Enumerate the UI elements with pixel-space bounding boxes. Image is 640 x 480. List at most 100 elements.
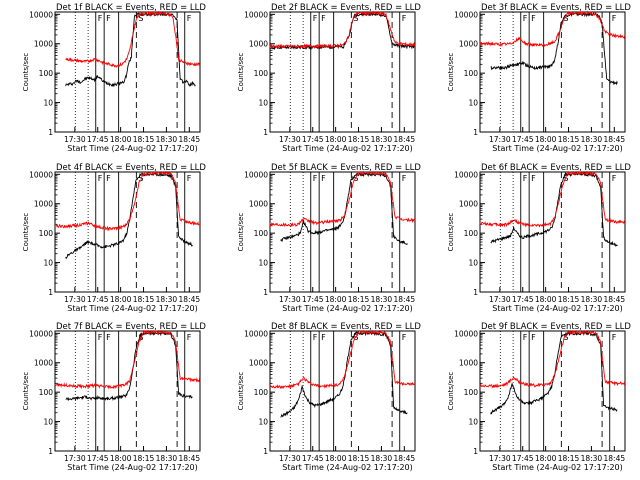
events-series-line [490, 330, 618, 415]
y-tick-label: 10000 [244, 170, 268, 179]
detector-panel: Det 3f BLACK = Events, RED = LLD 1 10 100 10… [447, 3, 631, 153]
events-series-line [65, 172, 193, 260]
marker-letter: F [612, 174, 617, 183]
x-tick-label: 17:45 [512, 295, 534, 304]
y-tick-label: 10 [468, 259, 478, 268]
x-tick-label: 17:30 [489, 454, 511, 463]
x-tick-label: 18:45 [394, 295, 416, 304]
marker-letter: F [313, 14, 318, 23]
marker-letter: F [313, 174, 318, 183]
x-tick-label: 18:30 [371, 454, 393, 463]
x-tick-label: 18:30 [581, 454, 603, 463]
y-tick-label: 10000 [454, 170, 478, 179]
x-tick-label: 17:45 [512, 454, 534, 463]
y-tick-label: 10 [468, 99, 478, 108]
marker-letter: F [313, 333, 318, 342]
marker-letter: F [98, 14, 103, 23]
marker-letter: F [402, 174, 407, 183]
y-tick-label: 1 [263, 447, 268, 456]
y-tick-label: 1000 [34, 359, 53, 368]
y-tick-label: 10000 [29, 329, 53, 338]
events-series-line [280, 171, 408, 246]
y-tick-label: 100 [39, 388, 54, 397]
detector-panel: Det 4f BLACK = Events, RED = LLD 1 10 100 10… [22, 163, 206, 313]
lld-series-line [479, 170, 626, 228]
x-tick-label: 18:15 [558, 295, 580, 304]
y-tick-label: 10000 [244, 10, 268, 19]
x-axis-label: Start Time (24-Aug-02 17:17:20) [282, 304, 413, 313]
x-tick-label: 18:45 [394, 135, 416, 144]
lld-series-line [479, 10, 626, 48]
y-tick-label: 1000 [459, 200, 478, 209]
y-tick-label: 10 [258, 418, 268, 427]
plot-frame [54, 330, 201, 452]
events-series-line [65, 11, 196, 88]
events-series-line [280, 330, 408, 418]
lld-series-line [269, 170, 416, 228]
marker-letter: F [106, 333, 111, 342]
y-tick-label: 100 [464, 69, 479, 78]
x-tick-label: 18:15 [133, 295, 155, 304]
x-tick-label: 18:30 [156, 135, 178, 144]
plot-frame [269, 171, 416, 293]
y-tick-label: 1 [263, 288, 268, 297]
marker-letter: F [402, 14, 407, 23]
marker-letter: F [106, 14, 111, 23]
lld-series-line [65, 10, 201, 69]
marker-letter: F [98, 333, 103, 342]
x-tick-label: 18:45 [604, 454, 626, 463]
y-axis-label: Counts/sec [237, 53, 245, 92]
panel-title: Det 1f BLACK = Events, RED = LLD [56, 3, 206, 13]
marker-letter: F [187, 14, 192, 23]
marker-letter: F [98, 174, 103, 183]
detector-panel: Det 6f BLACK = Events, RED = LLD 1 10 100 10… [447, 163, 631, 313]
x-tick-label: 17:45 [302, 295, 324, 304]
y-tick-label: 10000 [244, 329, 268, 338]
marker-letter: S [138, 333, 143, 342]
x-tick-label: 17:30 [279, 135, 301, 144]
y-tick-label: 1 [48, 447, 53, 456]
x-tick-label: 18:00 [535, 135, 557, 144]
detector-panel: Det 5f BLACK = Events, RED = LLD 1 10 100 10… [237, 163, 421, 313]
y-axis-label: Counts/sec [447, 213, 455, 252]
y-tick-label: 1 [473, 128, 478, 137]
y-tick-label: 10 [468, 418, 478, 427]
x-axis-label: Start Time (24-Aug-02 17:17:20) [67, 144, 198, 153]
x-tick-label: 18:15 [558, 135, 580, 144]
y-tick-label: 100 [254, 388, 269, 397]
marker-letter: F [187, 174, 192, 183]
x-tick-label: 18:00 [325, 135, 347, 144]
x-tick-label: 18:30 [581, 135, 603, 144]
marker-letter: F [402, 333, 407, 342]
y-tick-label: 100 [464, 229, 479, 238]
plot-frame [54, 171, 201, 293]
lld-series-line [55, 171, 201, 232]
plot-frame [269, 330, 416, 452]
marker-letter: F [321, 174, 326, 183]
plot-frame [54, 11, 201, 133]
y-tick-label: 1 [48, 128, 53, 137]
y-tick-label: 1000 [459, 359, 478, 368]
y-tick-label: 10 [43, 259, 53, 268]
x-tick-label: 18:00 [110, 135, 132, 144]
y-axis-label: Counts/sec [22, 213, 30, 252]
x-axis-label: Start Time (24-Aug-02 17:17:20) [492, 304, 623, 313]
panel-title: Det 7f BLACK = Events, RED = LLD [56, 322, 206, 332]
x-tick-label: 18:00 [110, 295, 132, 304]
x-axis-label: Start Time (24-Aug-02 17:17:20) [282, 144, 413, 153]
marker-letter: S [138, 14, 143, 23]
y-tick-label: 100 [39, 229, 54, 238]
marker-letter: S [563, 14, 568, 23]
detector-panel: Det 2f BLACK = Events, RED = LLD 1 10 100 10… [237, 3, 421, 153]
events-series-line [65, 330, 193, 402]
x-tick-label: 18:15 [558, 454, 580, 463]
y-axis-label: Counts/sec [447, 372, 455, 411]
marker-letter: S [563, 333, 568, 342]
marker-letter: F [531, 14, 536, 23]
plot-frame [479, 171, 626, 293]
marker-letter: F [523, 333, 528, 342]
x-tick-label: 18:00 [535, 295, 557, 304]
panel-title: Det 9f BLACK = Events, RED = LLD [481, 322, 631, 332]
x-tick-label: 18:15 [348, 135, 370, 144]
marker-letter: S [353, 14, 358, 23]
